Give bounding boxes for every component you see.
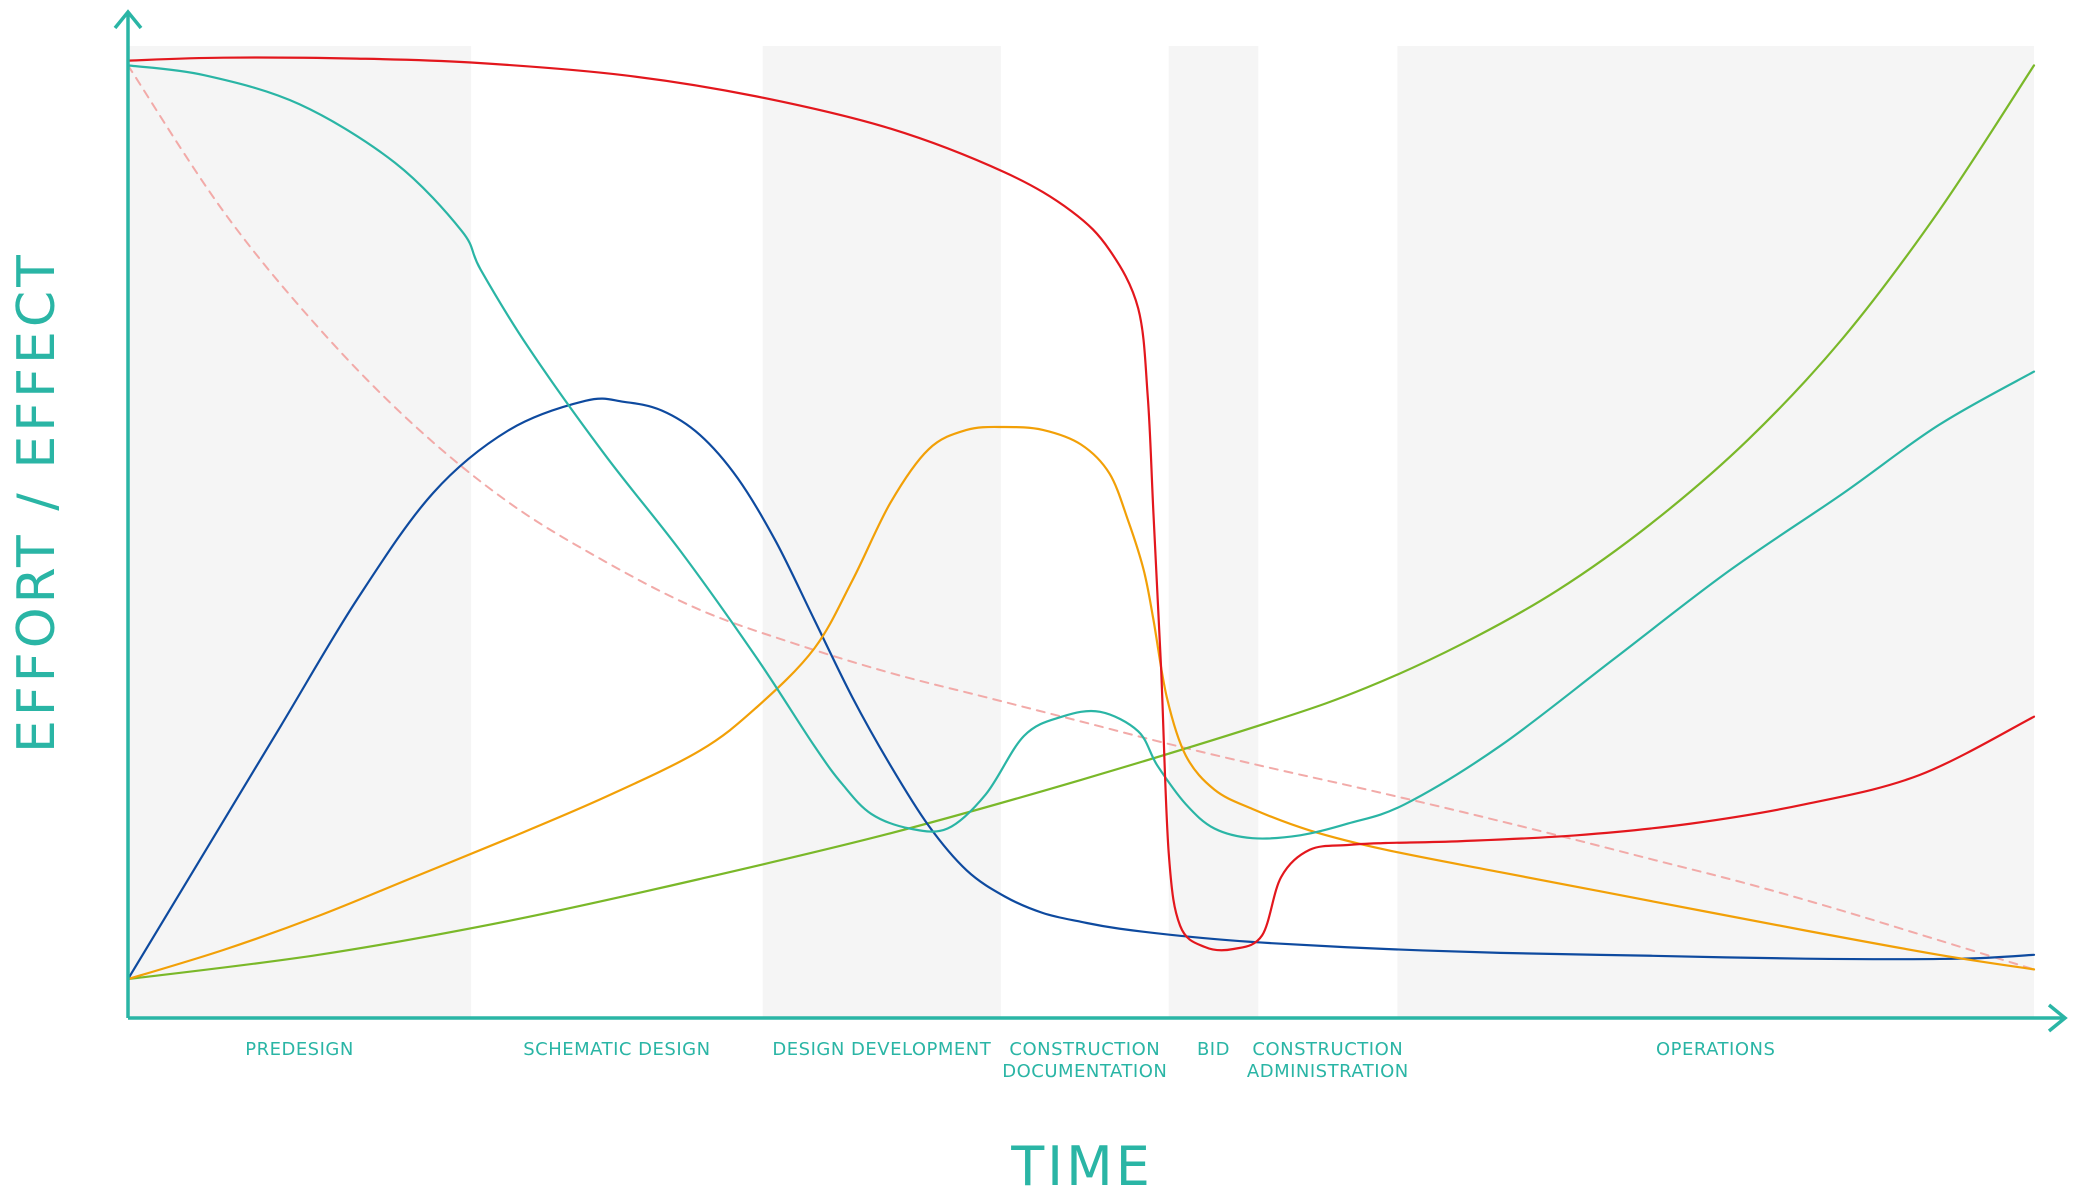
y-axis-arrow bbox=[113, 9, 143, 30]
phase-band bbox=[128, 46, 472, 1018]
phase-label: DOCUMENTATION bbox=[1002, 1061, 1167, 1082]
x-axis-arrow bbox=[2047, 1003, 2068, 1033]
series-lines bbox=[126, 56, 2036, 981]
phase-band bbox=[1168, 46, 1259, 1018]
series-line bbox=[126, 397, 2036, 981]
phase-label: PREDESIGN bbox=[245, 1039, 354, 1060]
phase-band bbox=[762, 46, 1001, 1018]
series-line bbox=[126, 56, 2036, 952]
series-line bbox=[127, 64, 2035, 971]
phase-label: SCHEMATIC DESIGN bbox=[523, 1039, 710, 1060]
phase-label: DESIGN DEVELOPMENT bbox=[772, 1039, 991, 1060]
phase-label: OPERATIONS bbox=[1656, 1039, 1775, 1060]
axes bbox=[113, 9, 2068, 1033]
phase-label: ADMINISTRATION bbox=[1247, 1061, 1409, 1082]
phase-bands bbox=[128, 46, 2034, 1018]
phase-label: CONSTRUCTION bbox=[1009, 1039, 1160, 1060]
series-line bbox=[126, 64, 2036, 981]
phase-label: CONSTRUCTION bbox=[1252, 1039, 1403, 1060]
y-axis-title: EFFORT / EFFECT bbox=[7, 251, 67, 753]
phase-label: BID bbox=[1197, 1039, 1230, 1060]
series-line bbox=[126, 425, 2036, 981]
series-line bbox=[126, 64, 2036, 840]
x-axis-title: TIME bbox=[1010, 1135, 1153, 1190]
phase-labels: PREDESIGN SCHEMATIC DESIGN DESIGN DEVELOPM… bbox=[245, 1039, 1775, 1082]
phase-band bbox=[1397, 46, 2034, 1018]
